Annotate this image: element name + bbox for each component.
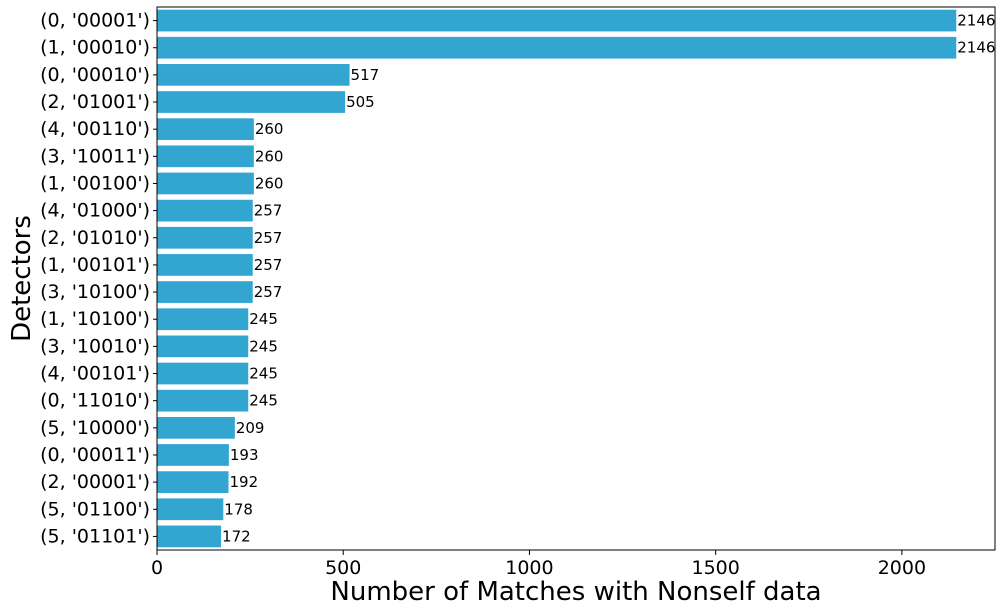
y-axis-ticks: (0, '00001') (1, '00010') (0, '00010') (2, … <box>40 10 157 547</box>
y-tick-label: (5, '10000') <box>40 417 150 439</box>
x-axis-label: Number of Matches with Nonself data <box>330 577 821 607</box>
bar <box>157 118 254 141</box>
bar <box>157 471 229 493</box>
y-tick-label: (3, '10011') <box>40 145 150 167</box>
bar-value-label: 517 <box>351 66 380 84</box>
bar <box>157 9 957 32</box>
bar <box>157 226 253 249</box>
bar-value-label: 2146 <box>957 12 995 30</box>
y-tick-label: (5, '01101') <box>40 525 150 547</box>
x-tick-label: 1500 <box>691 557 739 579</box>
bar-value-label: 2146 <box>957 39 995 57</box>
x-tick-label: 500 <box>325 557 361 579</box>
bar-value-label: 245 <box>249 310 278 328</box>
y-tick-label: (1, '00101') <box>40 254 150 276</box>
bar-value-label: 260 <box>255 147 284 165</box>
x-axis-ticks: 0 500 1000 1500 2000 <box>151 550 926 579</box>
bar <box>157 444 229 466</box>
bar-value-label: 178 <box>224 500 253 518</box>
bar-value-label: 245 <box>249 365 278 383</box>
y-tick-label: (3, '10100') <box>40 281 150 303</box>
y-tick-label: (2, '00001') <box>40 471 150 493</box>
bar <box>157 254 253 276</box>
bar-value-label: 257 <box>254 202 283 220</box>
bar <box>157 145 254 168</box>
bar <box>157 389 249 412</box>
bar <box>157 91 346 113</box>
bar-value-label: 257 <box>254 229 283 247</box>
y-tick-label: (0, '00010') <box>40 64 150 86</box>
y-axis-label: Detectors <box>7 215 37 342</box>
bar <box>157 416 235 439</box>
bar <box>157 362 249 385</box>
y-tick-label: (2, '01010') <box>40 227 150 249</box>
bars-layer <box>157 9 957 548</box>
bar <box>157 64 350 86</box>
y-tick-label: (0, '11010') <box>40 390 150 412</box>
y-tick-label: (1, '00010') <box>40 37 150 59</box>
bar-value-label: 260 <box>255 120 284 138</box>
bar <box>157 199 253 222</box>
bar-value-label: 257 <box>254 256 283 274</box>
bar-value-label: 257 <box>254 283 283 301</box>
bar <box>157 525 222 548</box>
bar <box>157 335 249 358</box>
value-labels-layer: 2146 2146 517 505 260 260 260 257 257 257 257 245 24… <box>222 12 995 546</box>
bar-value-label: 209 <box>236 419 265 437</box>
bar <box>157 498 224 521</box>
bar-value-label: 172 <box>222 527 251 545</box>
y-tick-label: (4, '00110') <box>40 118 150 140</box>
y-tick-label: (0, '00001') <box>40 10 150 32</box>
y-tick-label: (1, '00100') <box>40 172 150 194</box>
y-tick-label: (4, '01000') <box>40 200 150 222</box>
y-tick-label: (1, '10100') <box>40 308 150 330</box>
y-tick-label: (2, '01001') <box>40 91 150 113</box>
y-tick-label: (3, '10010') <box>40 335 150 357</box>
bar <box>157 36 957 59</box>
bar-value-label: 260 <box>255 174 284 192</box>
x-tick-label: 0 <box>151 557 163 579</box>
bar-value-label: 245 <box>249 337 278 355</box>
y-tick-label: (5, '01100') <box>40 498 150 520</box>
bar-value-label: 245 <box>249 392 278 410</box>
plot-frame <box>156 6 996 551</box>
y-tick-label: (4, '00101') <box>40 363 150 385</box>
x-tick-label: 1000 <box>505 557 553 579</box>
y-tick-label: (0, '00011') <box>40 444 150 466</box>
bar-value-label: 192 <box>230 473 259 491</box>
bar-value-label: 193 <box>230 446 259 464</box>
bar <box>157 281 253 303</box>
x-tick-label: 2000 <box>878 557 926 579</box>
bar-value-label: 505 <box>346 93 375 111</box>
bar <box>157 308 249 331</box>
bar <box>157 172 254 195</box>
